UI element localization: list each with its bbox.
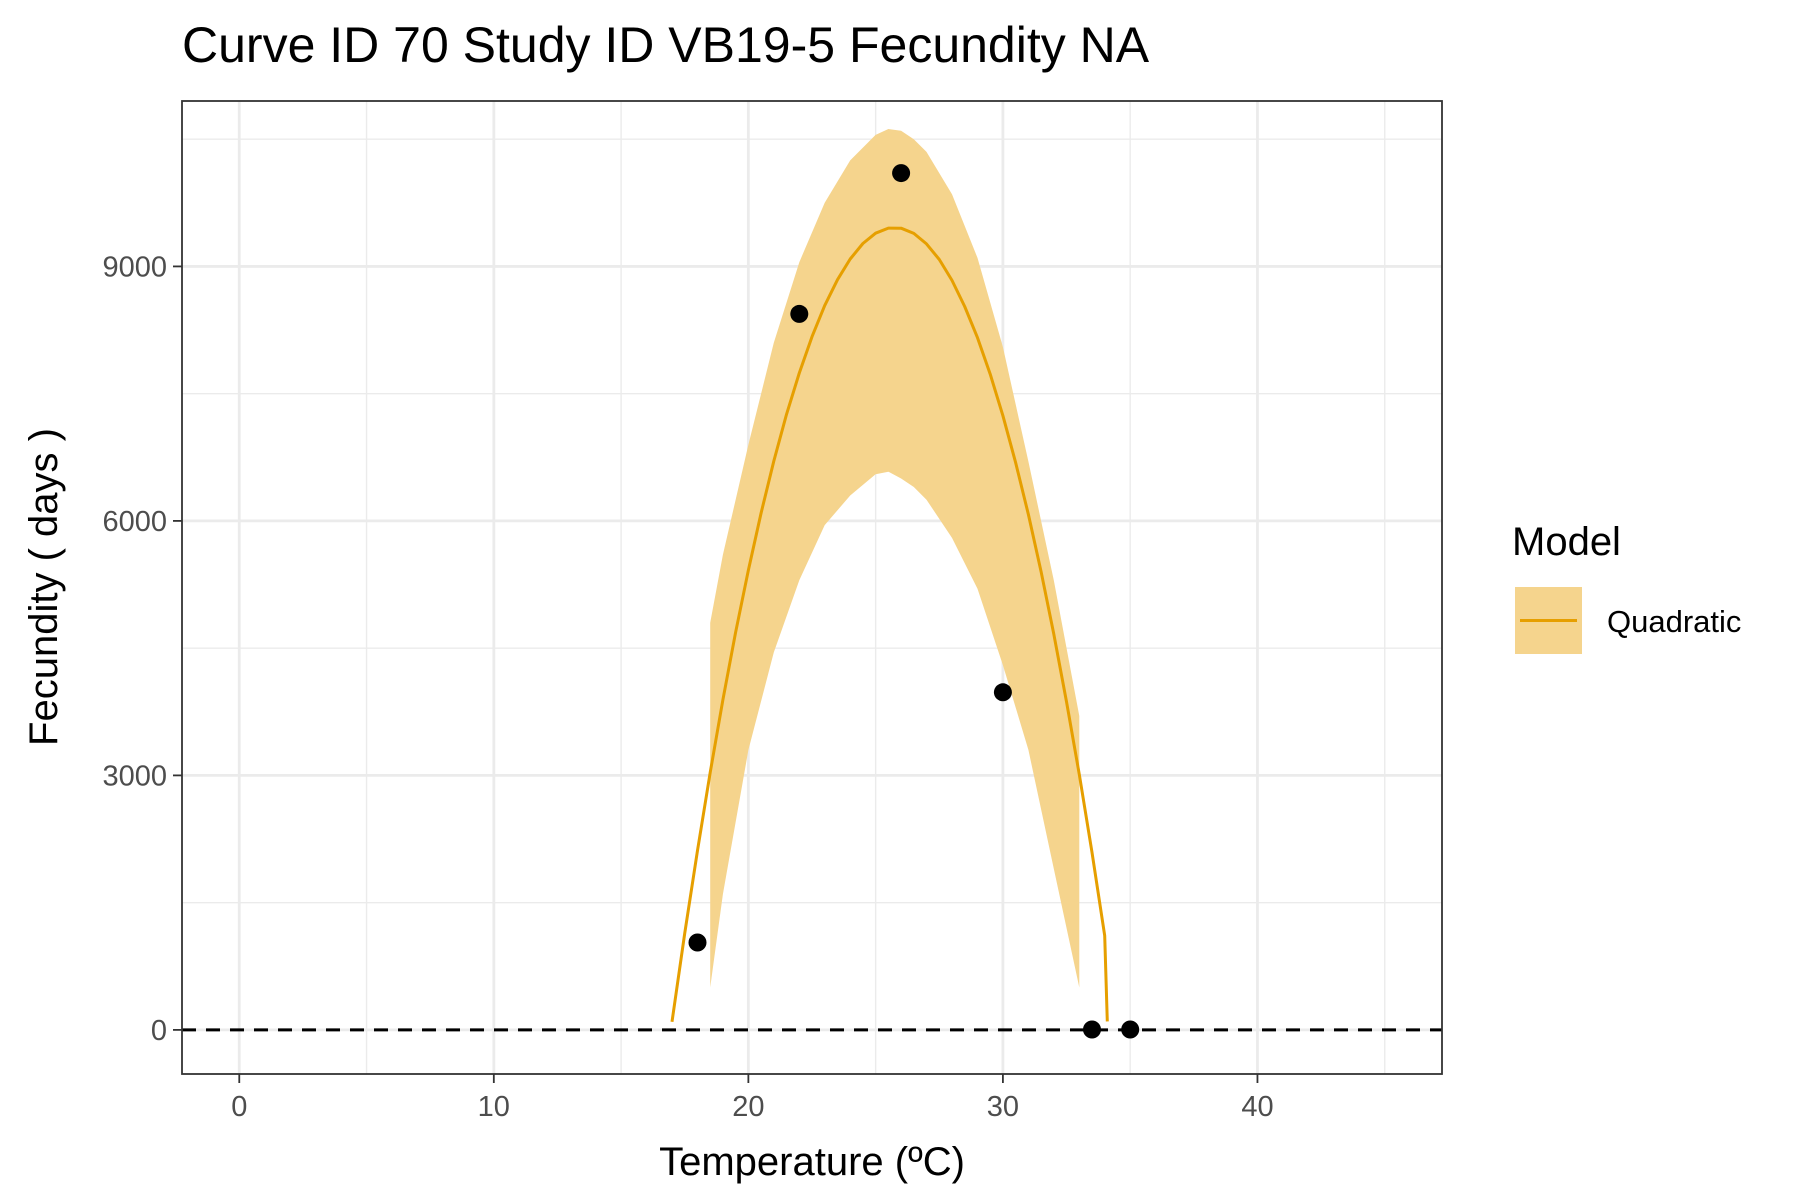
x-tick-label: 0 [231,1091,247,1123]
legend-label-quadratic: Quadratic [1607,604,1741,639]
y-axis-ticks: 0 3000 6000 9000 [102,251,182,1047]
data-point [1083,1020,1101,1039]
x-tick-label: 20 [732,1091,764,1123]
x-tick-label: 40 [1241,1091,1273,1123]
chart-title: Curve ID 70 Study ID VB19-5 Fecundity NA [182,17,1150,73]
y-tick-label: 6000 [102,506,167,538]
x-axis-title: Temperature (ºC) [659,1140,965,1184]
plot-panel-border [181,100,1443,1075]
quadratic-curve [670,226,1109,1023]
confidence-band [710,129,1080,988]
x-axis-ticks: 0 10 20 30 40 [231,1074,1274,1123]
fitted-curve-layer [670,226,1109,1023]
data-point [892,164,911,183]
x-tick-label: 10 [478,1091,510,1123]
x-tick-label: 30 [987,1091,1019,1123]
data-point [1121,1020,1140,1039]
data-points-layer [688,164,1140,1039]
y-tick-label: 9000 [102,251,167,283]
y-tick-label: 0 [151,1015,167,1047]
y-tick-label: 3000 [102,760,167,792]
confidence-band-layer [710,129,1080,988]
data-point [790,304,809,323]
legend-title: Model [1512,520,1621,564]
y-axis-title: Fecundity ( days ) [22,428,66,746]
data-point [993,683,1012,702]
data-point [688,933,707,952]
legend: Model Quadratic [1512,520,1741,654]
